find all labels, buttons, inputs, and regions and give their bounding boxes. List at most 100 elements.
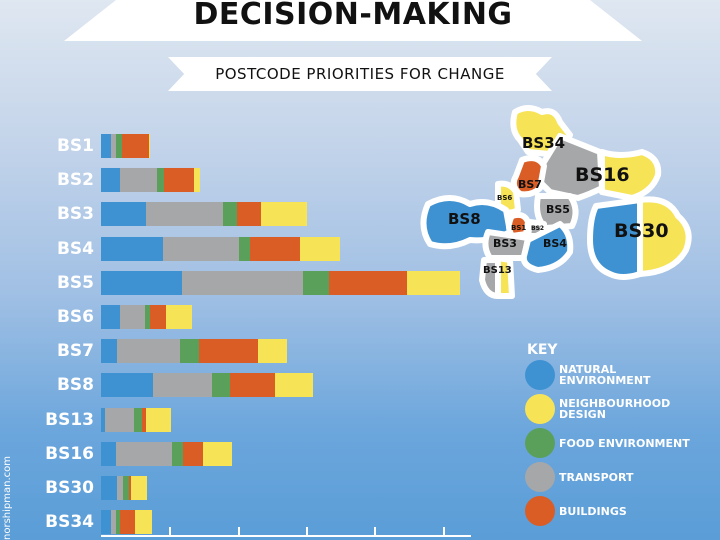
map-label-bs3: BS3 <box>493 237 517 250</box>
bar-row: BS34 <box>0 510 470 535</box>
area-bs7 <box>510 155 547 198</box>
stacked-bar <box>101 510 152 535</box>
legend-swatch <box>525 360 555 390</box>
bar-segment-natural-environment <box>101 134 111 158</box>
bar-row: BS13 <box>0 407 470 432</box>
stacked-bar <box>101 407 171 432</box>
legend-swatch <box>525 462 555 492</box>
stacked-bar <box>101 373 313 398</box>
bar-segment-neighbourhood-design <box>166 305 192 329</box>
bar-segment-neighbourhood-design <box>261 202 307 227</box>
bar-segment-buildings <box>164 168 194 193</box>
bar-segment-transport <box>182 270 303 295</box>
stacked-bar <box>101 476 147 500</box>
map-label-bs1: BS1 <box>511 224 527 232</box>
bar-segment-neighbourhood-design <box>131 476 147 500</box>
legend-item-transport: TRANSPORT <box>525 462 709 492</box>
bar-segment-neighbourhood-design <box>300 236 340 261</box>
bar-row: BS4 <box>0 236 470 261</box>
bar-segment-neighbourhood-design <box>194 168 200 193</box>
bar-segment-buildings <box>150 305 166 329</box>
bar-segment-buildings <box>142 407 146 432</box>
bar-row: BS1 <box>0 134 470 158</box>
legend-item-buildings: BUILDINGS <box>525 496 709 526</box>
stacked-bar <box>101 441 232 466</box>
bar-segment-buildings <box>329 270 407 295</box>
legend-swatch <box>525 428 555 458</box>
map-label-bs34: BS34 <box>522 134 566 152</box>
bar-segment-transport <box>153 373 212 398</box>
map-label-bs30: BS30 <box>614 220 669 242</box>
bar-segment-natural-environment <box>101 270 182 295</box>
legend-swatch <box>525 394 555 424</box>
bar-segment-neighbourhood-design <box>149 134 150 158</box>
map-label-bs8: BS8 <box>448 210 481 228</box>
stacked-bar <box>101 168 200 193</box>
bar-segment-food-environment <box>157 168 164 193</box>
bar-segment-natural-environment <box>101 168 120 193</box>
bar-segment-transport <box>120 168 157 193</box>
bar-segment-buildings <box>120 510 135 535</box>
x-axis-tick <box>306 527 308 536</box>
bar-segment-buildings <box>237 202 261 227</box>
bar-segment-food-environment <box>172 441 183 466</box>
bar-segment-buildings <box>183 441 203 466</box>
category-label: BS30 <box>45 478 94 498</box>
bar-segment-food-environment <box>116 510 120 535</box>
category-label: BS4 <box>56 238 94 259</box>
bar-segment-food-environment <box>303 270 329 295</box>
stacked-bar <box>101 270 460 295</box>
bar-segment-natural-environment <box>101 202 146 227</box>
bar-segment-food-environment <box>145 305 150 329</box>
bar-segment-buildings <box>230 373 275 398</box>
bar-segment-neighbourhood-design <box>203 441 232 466</box>
bar-segment-transport <box>117 476 123 500</box>
category-label: BS13 <box>45 409 94 430</box>
category-label: BS8 <box>56 375 94 396</box>
credit-text: norshipman.com <box>2 456 13 540</box>
stacked-bar <box>101 202 307 227</box>
bar-segment-transport <box>111 134 116 158</box>
area-bs5 <box>534 193 579 231</box>
bar-row: BS30 <box>0 476 470 500</box>
bar-segment-natural-environment <box>101 510 111 535</box>
bar-segment-neighbourhood-design <box>275 373 313 398</box>
bar-segment-natural-environment <box>101 305 120 329</box>
bar-segment-buildings <box>250 236 300 261</box>
map-label-bs2: BS2 <box>531 225 545 232</box>
bar-segment-natural-environment <box>101 407 105 432</box>
legend: KEY NATURAL ENVIRONMENT NEIGHBOURHOOD DE… <box>525 342 720 526</box>
x-axis-tick <box>169 527 171 536</box>
bar-segment-food-environment <box>123 476 129 500</box>
title-banner: DECISION-MAKING <box>64 0 642 41</box>
bar-segment-buildings <box>199 339 258 364</box>
bar-segment-neighbourhood-design <box>407 270 460 295</box>
bar-segment-natural-environment <box>101 476 117 500</box>
area-bs3 <box>482 229 531 261</box>
bar-segment-neighbourhood-design <box>258 339 287 364</box>
category-label: BS34 <box>45 512 94 533</box>
map-label-bs5: BS5 <box>546 203 570 216</box>
bar-segment-food-environment <box>180 339 199 364</box>
bar-segment-transport <box>120 305 145 329</box>
chart-subtitle: POSTCODE PRIORITIES FOR CHANGE <box>215 65 505 83</box>
stacked-bar-chart: BS1 BS2 BS3 BS4 BS5 BS6 BS7 BS8 BS13 BS16 BS30 BS34 <box>0 134 470 536</box>
bar-segment-transport <box>116 441 172 466</box>
legend-label: NEIGHBOURHOOD DESIGN <box>559 397 671 421</box>
category-label: BS1 <box>56 136 94 156</box>
bar-segment-neighbourhood-design <box>135 510 152 535</box>
area-bs4 <box>520 221 574 273</box>
map-label-bs4: BS4 <box>543 237 567 250</box>
x-axis-tick <box>443 527 445 536</box>
bar-segment-transport <box>146 202 223 227</box>
bar-segment-natural-environment <box>101 441 116 466</box>
bar-row: BS7 <box>0 339 470 364</box>
legend-title: KEY <box>527 342 558 358</box>
category-label: BS5 <box>56 272 94 293</box>
legend-swatch <box>525 496 555 526</box>
bar-row: BS8 <box>0 373 470 398</box>
postcode-map-graphic <box>420 105 692 299</box>
legend-item-food-environment: FOOD ENVIRONMENT <box>525 428 709 458</box>
bar-segment-natural-environment <box>101 373 153 398</box>
bar-row: BS3 <box>0 202 470 227</box>
